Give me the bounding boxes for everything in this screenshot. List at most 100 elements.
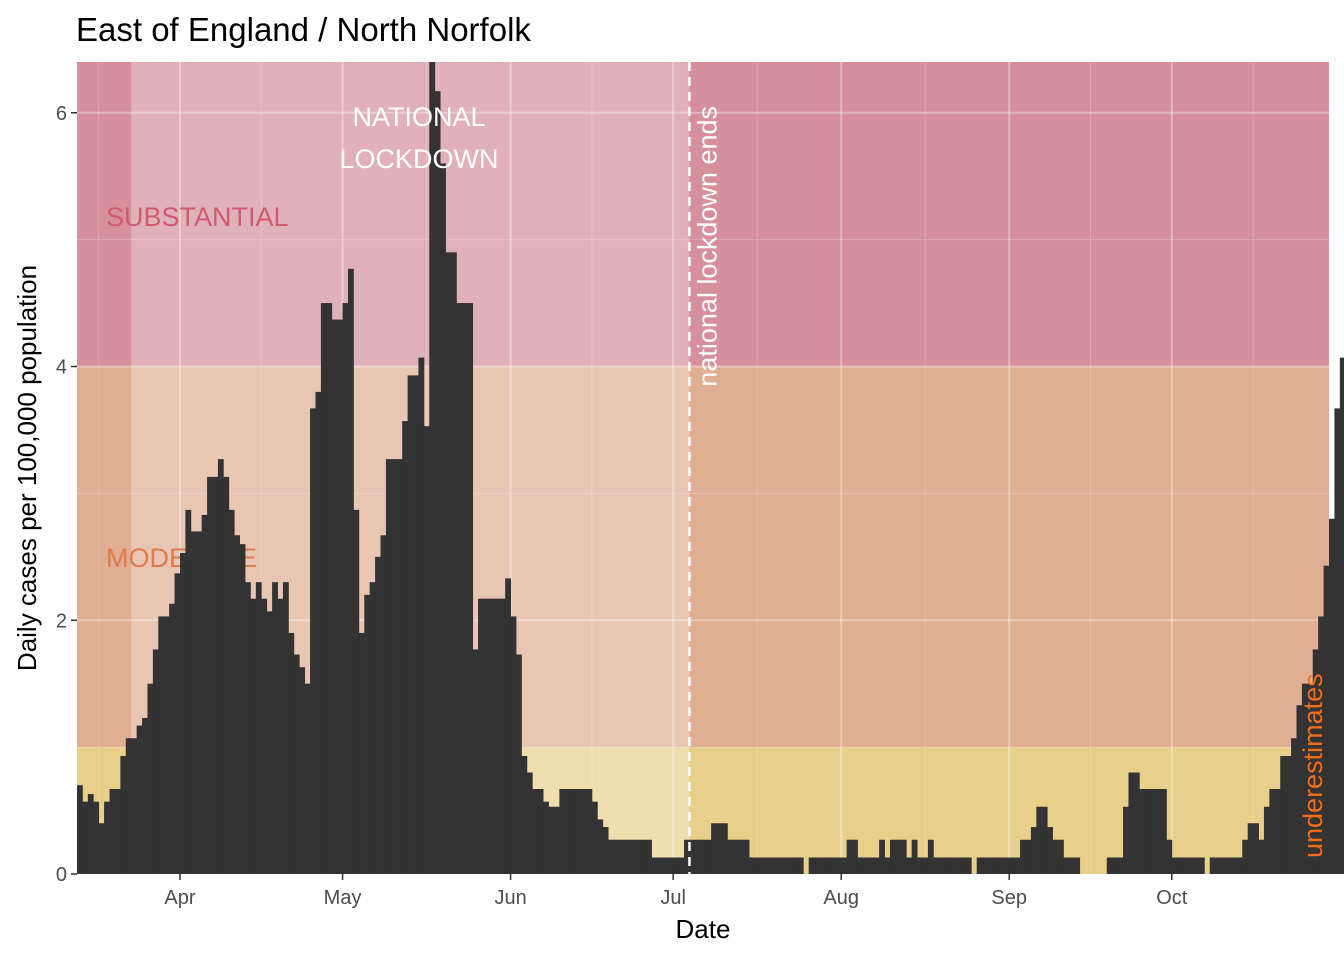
bar xyxy=(472,649,479,874)
bar xyxy=(862,857,869,874)
bar xyxy=(933,857,940,874)
bar xyxy=(169,603,175,874)
bar xyxy=(234,535,240,874)
bar xyxy=(1258,839,1265,874)
bar xyxy=(315,391,322,874)
bar xyxy=(759,857,766,874)
bar xyxy=(407,375,414,874)
bar xyxy=(261,598,268,874)
bar xyxy=(841,857,848,874)
bar xyxy=(743,839,750,874)
y-tick-label-3: 6 xyxy=(56,103,67,125)
bar xyxy=(537,788,544,874)
bar xyxy=(310,408,316,874)
bar xyxy=(158,616,165,874)
bar xyxy=(418,357,425,874)
y-tick-label-0: 0 xyxy=(56,864,67,886)
bar xyxy=(461,303,468,874)
bar xyxy=(1253,823,1259,874)
bar xyxy=(711,823,717,874)
bar xyxy=(456,303,463,874)
bar xyxy=(721,823,728,874)
bar xyxy=(1144,788,1151,874)
bar xyxy=(467,303,474,874)
bar xyxy=(824,857,831,874)
bar xyxy=(570,788,577,874)
x-tick-label-1: May xyxy=(324,887,362,909)
bar xyxy=(1193,857,1200,874)
bar xyxy=(179,553,186,874)
bar xyxy=(288,632,295,874)
bar xyxy=(385,459,392,874)
bar xyxy=(1198,857,1205,874)
bar xyxy=(960,857,967,874)
bar xyxy=(808,857,815,874)
bar xyxy=(272,582,278,874)
bar xyxy=(353,509,360,874)
bar xyxy=(282,582,289,874)
x-tick-label-4: Aug xyxy=(823,887,859,909)
bar xyxy=(1269,788,1276,874)
bar xyxy=(917,857,923,874)
bar xyxy=(879,839,885,874)
plot-area: MODERATESUBSTANTIALNATIONALLOCKDOWNnatio… xyxy=(77,62,1344,874)
bar xyxy=(331,319,338,874)
bar xyxy=(147,683,154,874)
bar xyxy=(152,649,159,874)
bar xyxy=(1220,857,1227,874)
bar xyxy=(1058,839,1064,874)
bar xyxy=(1226,857,1232,874)
bar xyxy=(635,839,642,874)
bar xyxy=(266,611,273,874)
bar xyxy=(955,857,961,874)
bar xyxy=(781,857,788,874)
bar xyxy=(662,857,669,874)
bar xyxy=(765,857,772,874)
bar xyxy=(776,857,782,874)
bar xyxy=(1301,683,1308,874)
x-tick-label-0: Apr xyxy=(164,887,195,909)
bar xyxy=(1329,518,1335,874)
bar xyxy=(797,857,804,874)
bar xyxy=(1041,806,1048,874)
bar xyxy=(228,509,235,874)
bar xyxy=(174,573,181,874)
bar xyxy=(673,857,680,874)
y-tick-label-2: 4 xyxy=(56,357,67,379)
bar xyxy=(1106,857,1113,874)
bar xyxy=(196,531,203,874)
bar xyxy=(375,556,381,874)
bar xyxy=(895,839,902,874)
bar xyxy=(114,788,121,874)
bar xyxy=(1323,565,1330,874)
bar xyxy=(1242,839,1249,874)
x-tick-label-3: Jul xyxy=(660,887,686,909)
bar xyxy=(949,857,956,874)
bar xyxy=(656,857,663,874)
bar xyxy=(255,582,262,874)
bar xyxy=(217,459,224,874)
bar xyxy=(646,839,652,874)
bar xyxy=(613,839,620,874)
bar xyxy=(1263,806,1270,874)
band-2 xyxy=(77,62,1329,367)
bar xyxy=(1030,827,1037,874)
bar xyxy=(618,839,625,874)
bar xyxy=(207,476,213,874)
bar xyxy=(445,252,452,874)
bar xyxy=(532,788,539,874)
bar xyxy=(483,598,490,874)
bar xyxy=(830,857,837,874)
bar xyxy=(250,598,257,874)
bar xyxy=(564,788,571,874)
bar xyxy=(277,598,284,874)
bar xyxy=(136,725,143,874)
bar xyxy=(299,667,306,874)
bar xyxy=(142,717,148,874)
bar xyxy=(380,535,387,874)
bar xyxy=(1150,788,1156,874)
bar xyxy=(516,654,522,874)
bar xyxy=(423,426,430,874)
bar xyxy=(992,857,999,874)
bar xyxy=(927,839,934,874)
